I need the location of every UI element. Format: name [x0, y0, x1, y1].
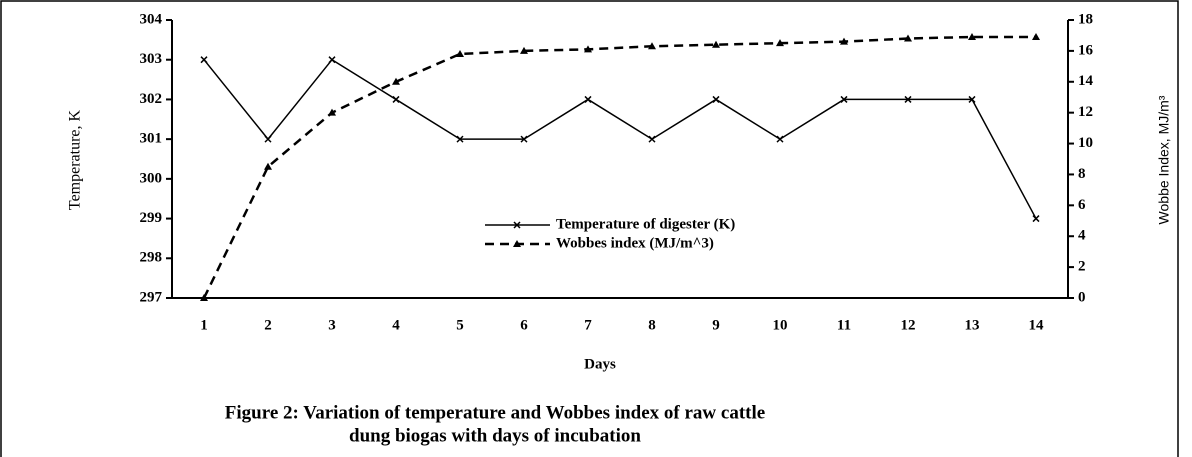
point — [392, 77, 400, 85]
x-tick-label: 2 — [264, 317, 272, 333]
caption-line: dung biogas with days of incubation — [349, 425, 641, 446]
point — [904, 95, 912, 103]
series-line — [202, 35, 1036, 299]
point — [200, 294, 208, 301]
y2-tick-label: 4 — [1078, 228, 1086, 244]
y-tick-label: 299 — [140, 210, 163, 226]
y2-tick-label: 8 — [1078, 166, 1086, 182]
point — [904, 34, 912, 42]
legend-label: Temperature of digester (K) — [556, 216, 735, 232]
point — [513, 221, 521, 229]
y2-tick-label: 2 — [1078, 259, 1086, 275]
point — [520, 46, 528, 54]
caption-line: Figure 2: Variation of temperature and W… — [225, 402, 765, 423]
point — [392, 95, 400, 103]
y-axis-label: Temperature, K — [67, 109, 84, 210]
point — [712, 40, 720, 48]
point — [648, 135, 656, 143]
y2-tick-label: 16 — [1078, 42, 1094, 58]
x-axis-label: Days — [584, 356, 616, 372]
point — [264, 162, 272, 170]
x-tick-label: 5 — [456, 317, 464, 333]
y-tick-label: 304 — [140, 11, 163, 27]
y-tick-label: 300 — [140, 170, 163, 186]
point — [968, 95, 976, 103]
x-tick-label: 11 — [837, 317, 851, 333]
point — [840, 95, 848, 103]
x-tick-label: 14 — [1029, 317, 1045, 333]
point — [776, 39, 784, 47]
x-tick-label: 3 — [328, 317, 336, 333]
x-tick-label: 6 — [520, 317, 528, 333]
y-tick-label: 301 — [140, 131, 163, 147]
y2-tick-label: 18 — [1078, 11, 1093, 27]
point — [584, 95, 592, 103]
point — [200, 56, 208, 64]
x-tick-label: 10 — [773, 317, 788, 333]
y2-tick-label: 10 — [1078, 135, 1093, 151]
x-tick-label: 7 — [584, 317, 592, 333]
y2-tick-label: 12 — [1078, 104, 1093, 120]
point — [712, 95, 720, 103]
y2-tick-label: 6 — [1078, 197, 1086, 213]
legend-label: Wobbes index (MJ/m^3) — [556, 235, 714, 251]
y-tick-label: 303 — [140, 51, 163, 67]
point — [648, 42, 656, 50]
y2-axis-label: Wobbe Index, MJ/m³ — [1156, 95, 1172, 224]
point — [840, 37, 848, 45]
series-line — [203, 58, 1037, 219]
point — [513, 240, 521, 247]
point — [968, 32, 976, 40]
x-tick-label: 4 — [392, 317, 400, 333]
x-tick-label: 8 — [648, 317, 656, 333]
point — [1032, 32, 1040, 40]
x-tick-label: 12 — [901, 317, 916, 333]
y2-tick-label: 14 — [1078, 73, 1094, 89]
point — [584, 45, 592, 53]
point — [456, 135, 464, 143]
y-tick-label: 297 — [140, 289, 163, 305]
y-tick-label: 298 — [140, 250, 163, 266]
y2-tick-label: 0 — [1078, 289, 1086, 305]
x-tick-label: 13 — [965, 317, 980, 333]
point — [264, 135, 272, 143]
x-tick-label: 1 — [200, 317, 208, 333]
point — [776, 135, 784, 143]
point — [1032, 215, 1040, 223]
point — [328, 56, 336, 64]
point — [520, 135, 528, 143]
point — [456, 49, 464, 57]
x-tick-label: 9 — [712, 317, 720, 333]
y-tick-label: 302 — [140, 91, 163, 107]
point — [328, 108, 336, 116]
